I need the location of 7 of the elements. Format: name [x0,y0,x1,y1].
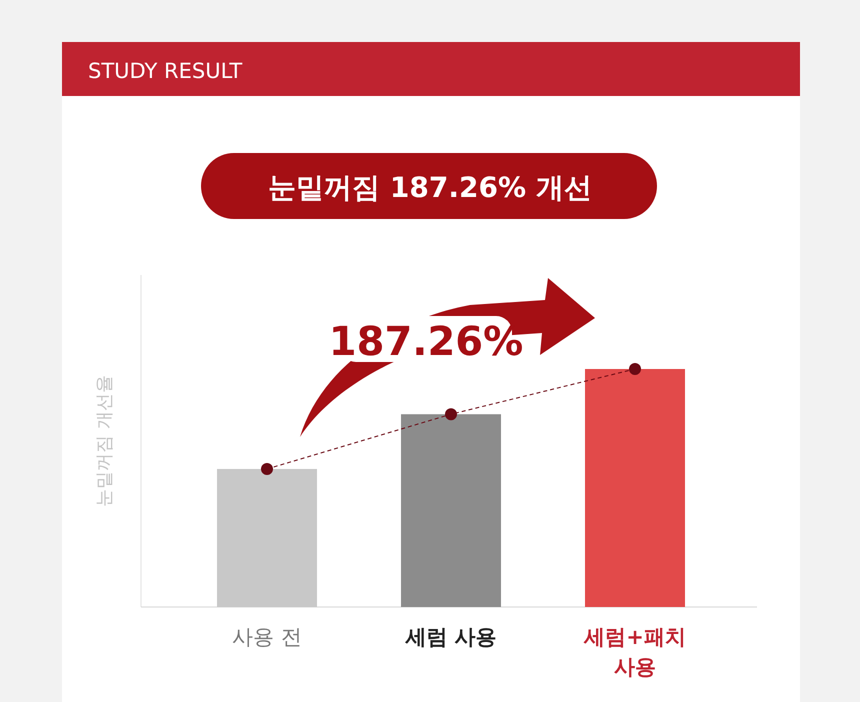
y-axis-title: 눈밑꺼짐 개선율 [94,375,115,507]
x-tick-label: 사용 전 [232,625,302,649]
text: 187.26% [328,319,524,365]
x-tick-label: 세럼 사용 [404,625,497,649]
chart-title: STUDY RESULT [88,59,242,83]
x-tick-label: 세럼+패치 사용 [583,625,686,679]
chart-subtitle: 눈밑꺼짐 187.26% 개선 [268,171,592,204]
